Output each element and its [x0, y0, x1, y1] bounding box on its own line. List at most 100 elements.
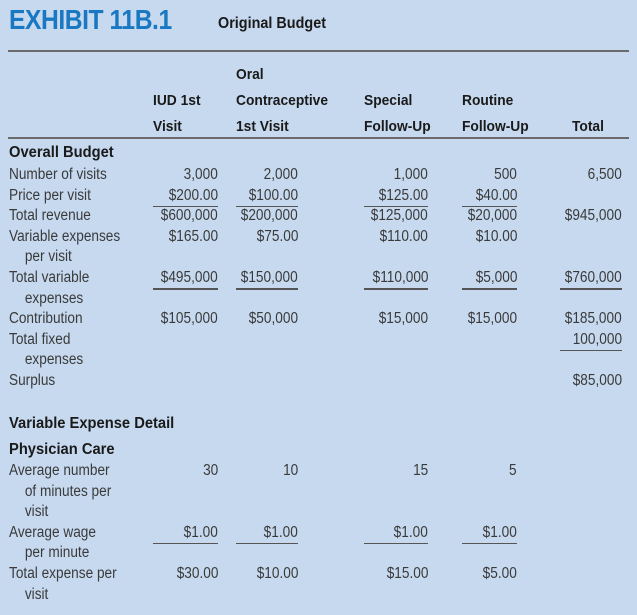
- cell-text: 2,000: [263, 166, 298, 183]
- row-label-line: Total expense per: [9, 565, 117, 582]
- cell-value: 15: [354, 461, 428, 482]
- cell-text: $200,000: [241, 207, 298, 225]
- column-header: Follow-Up: [462, 118, 529, 135]
- cell-value: $20,000: [452, 206, 517, 227]
- row-label-line: Total revenue: [9, 207, 91, 225]
- cell-text: 100,000: [572, 330, 622, 348]
- cell-text: $495,000: [161, 269, 218, 286]
- row-label-line: expenses: [24, 351, 84, 369]
- cell-underline: [462, 542, 517, 545]
- row-label-line: visit: [24, 503, 49, 520]
- cell-text: $600,000: [161, 207, 218, 225]
- cell-text: 10: [282, 462, 298, 479]
- cell-text: $150,000: [241, 269, 298, 286]
- row-label-line: Average number: [9, 462, 110, 479]
- cell-underline: [236, 542, 298, 545]
- row-label: Number of visits: [9, 165, 107, 186]
- cell-underline: [462, 205, 517, 208]
- cell-text: $185,000: [565, 310, 622, 328]
- cell-text: $1.00: [393, 523, 428, 541]
- exhibit-number: EXHIBIT 11B.1: [9, 4, 172, 35]
- cell-value: 500: [452, 165, 517, 186]
- cell-value: 6,500: [550, 165, 622, 186]
- cell-text: $945,000: [565, 207, 622, 225]
- cell-value: $15,000: [354, 309, 428, 330]
- cell-value: $30.00: [143, 564, 218, 585]
- column-header: Visit: [153, 118, 182, 135]
- section-physician-care: Physician Care: [9, 441, 115, 458]
- cell-text: $1.00: [263, 523, 298, 541]
- cell-value: 3,000: [143, 165, 218, 186]
- cell-value: $150,000: [226, 268, 298, 289]
- cell-underline: [364, 205, 428, 208]
- cell-value: $200.00: [143, 186, 218, 207]
- cell-value: $760,000: [550, 268, 622, 289]
- section-variable-expense-detail: Variable Expense Detail: [9, 415, 175, 432]
- cell-value: $100.00: [226, 186, 298, 207]
- row-label-line: of minutes per: [24, 482, 112, 500]
- cell-value: 5: [452, 461, 517, 482]
- column-header: Routine: [462, 92, 514, 109]
- row-label: Contribution: [9, 309, 83, 330]
- cell-text: $110,000: [372, 269, 428, 286]
- column-header: Contraceptive: [236, 92, 329, 109]
- cell-value: $945,000: [550, 206, 622, 227]
- column-header: 1st Visit: [236, 118, 289, 135]
- cell-value: $10.00: [226, 564, 298, 585]
- row-label: Variable expenses per visit: [9, 227, 120, 268]
- cell-value: $5,000: [452, 268, 517, 289]
- cell-value: $125,000: [354, 206, 428, 227]
- cell-text: $85,000: [572, 372, 622, 389]
- cell-text: $105,000: [161, 310, 218, 328]
- top-rule: [8, 50, 629, 52]
- cell-text: $125,000: [371, 207, 428, 225]
- cell-text: $100.00: [248, 186, 298, 204]
- cell-value: $1.00: [143, 523, 218, 544]
- cell-value: 1,000: [354, 165, 428, 186]
- column-header: IUD 1st: [153, 92, 201, 109]
- cell-underline: [364, 288, 428, 290]
- cell-text: 15: [412, 462, 428, 479]
- cell-value: $5.00: [452, 564, 517, 585]
- cell-underline: [364, 542, 428, 545]
- cell-text: 3,000: [183, 166, 218, 183]
- cell-value: 10: [226, 461, 298, 482]
- cell-value: $85,000: [550, 371, 622, 392]
- row-label: Surplus: [9, 371, 55, 392]
- row-label-line: Contribution: [9, 310, 83, 328]
- section-overall-budget: Overall Budget: [9, 144, 114, 161]
- cell-value: $200,000: [226, 206, 298, 227]
- cell-value: $1.00: [354, 523, 428, 544]
- row-label: Total expense per visit: [9, 564, 117, 605]
- row-label: Total revenue: [9, 206, 91, 227]
- cell-value: $600,000: [143, 206, 218, 227]
- cell-value: $15.00: [354, 564, 428, 585]
- row-label-line: per minute: [24, 544, 90, 562]
- cell-underline: [236, 288, 298, 290]
- cell-text: $75.00: [256, 227, 298, 245]
- cell-text: $1.00: [183, 523, 218, 541]
- cell-text: $50,000: [248, 310, 298, 328]
- header-rule: [8, 137, 629, 139]
- row-label-line: Price per visit: [9, 186, 91, 204]
- cell-value: $495,000: [143, 268, 218, 289]
- cell-value: 2,000: [226, 165, 298, 186]
- cell-underline: [462, 288, 517, 290]
- cell-text: $165.00: [168, 227, 218, 245]
- cell-value: $105,000: [143, 309, 218, 330]
- row-label-line: Average wage: [9, 523, 96, 541]
- cell-text: 6,500: [587, 166, 622, 183]
- cell-text: $10.00: [475, 227, 517, 245]
- cell-value: $165.00: [143, 227, 218, 248]
- cell-text: 30: [202, 462, 218, 479]
- column-header: Oral: [236, 66, 264, 83]
- cell-text: $1.00: [482, 523, 517, 541]
- row-label-line: Variable expenses: [9, 227, 121, 245]
- cell-value: $185,000: [550, 309, 622, 330]
- cell-value: 30: [143, 461, 218, 482]
- cell-text: $15,000: [467, 310, 517, 328]
- row-label-line: Surplus: [9, 372, 56, 389]
- row-label: Price per visit: [9, 186, 91, 207]
- cell-value: $10.00: [452, 227, 517, 248]
- row-label-line: Number of visits: [9, 166, 107, 183]
